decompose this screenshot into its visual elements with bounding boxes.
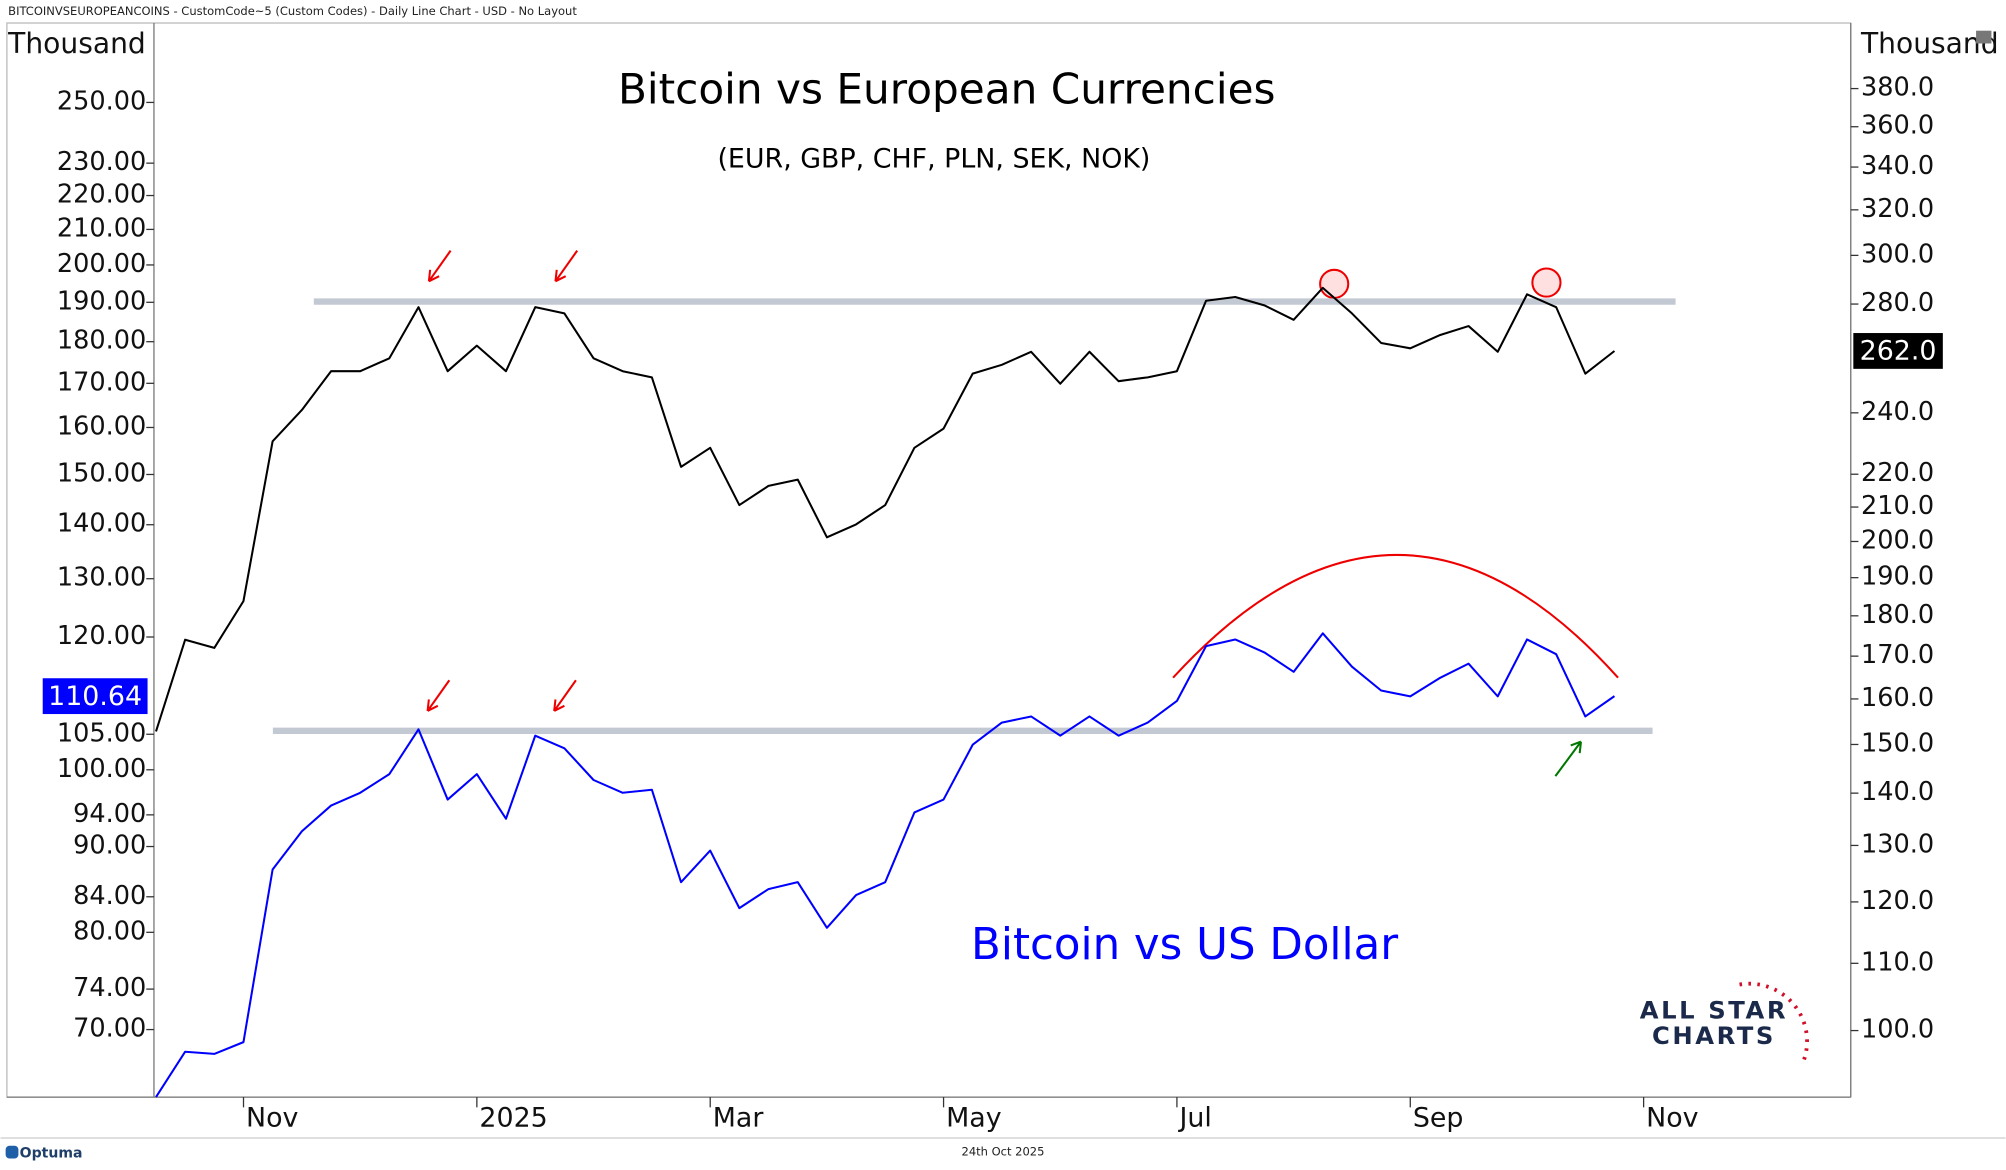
arc xyxy=(1172,554,1619,679)
y2-tick-label: 120.0 xyxy=(1861,886,1934,916)
x-tick-label: Mar xyxy=(713,1102,765,1133)
y-tick-label: 220.00 xyxy=(57,180,146,210)
y2-tick-label: 100.0 xyxy=(1861,1015,1934,1045)
y2-tick-label: 380.0 xyxy=(1861,73,1934,103)
y2-tick-label: 280.0 xyxy=(1861,288,1934,318)
logo-text: ALL STAR xyxy=(1640,995,1788,1024)
x-tick-label: Nov xyxy=(1646,1102,1699,1133)
brand-icon xyxy=(5,1145,19,1159)
y2-tick-label: 150.0 xyxy=(1861,728,1934,758)
x-tick-label: May xyxy=(946,1102,1002,1133)
arrow xyxy=(427,250,452,283)
brand: Optuma xyxy=(20,1145,83,1161)
y2-tick-label: 340.0 xyxy=(1861,151,1934,181)
lock-icon xyxy=(1976,30,1992,44)
logo-text: CHARTS xyxy=(1652,1021,1776,1050)
y2-tick-label: 160.0 xyxy=(1861,683,1934,713)
y2-tick-label: 110.0 xyxy=(1861,947,1934,977)
annotations xyxy=(426,250,1619,777)
y-tick-label: 180.00 xyxy=(57,326,146,356)
arrow xyxy=(1554,740,1582,777)
y2-tick-label: 180.0 xyxy=(1861,600,1934,630)
y-tick-label: 105.00 xyxy=(57,718,146,748)
y2-tick-label: 200.0 xyxy=(1861,525,1934,555)
chart-title: Bitcoin vs European Currencies xyxy=(618,65,1276,114)
y-tick-label: 140.00 xyxy=(57,509,146,539)
y-tick-label: 100.00 xyxy=(57,754,146,784)
y-tick-label: 94.00 xyxy=(73,799,146,829)
peak-circle xyxy=(1531,267,1562,298)
y-tick-label: 150.00 xyxy=(57,458,146,488)
y-tick-label: 70.00 xyxy=(73,1014,146,1044)
y-tick-label: 230.00 xyxy=(57,147,146,177)
y2-tick-label: 130.0 xyxy=(1861,829,1934,859)
peak-circle xyxy=(1319,268,1350,299)
arrow xyxy=(554,250,579,283)
y2-tick-label: 140.0 xyxy=(1861,777,1934,807)
series-line xyxy=(155,632,1616,1098)
y-tick-label: 90.00 xyxy=(73,831,146,861)
y2-tick-label: 320.0 xyxy=(1861,194,1934,224)
y-tick-label: 170.00 xyxy=(57,367,146,397)
y-tick-label: 210.00 xyxy=(57,213,146,243)
value-label-box xyxy=(1853,333,1943,369)
value-label: 262.0 xyxy=(1860,336,1937,367)
y-tick-label: 120.00 xyxy=(57,621,146,651)
x-tick-label: Sep xyxy=(1413,1102,1464,1133)
y-tick-label: 200.00 xyxy=(57,249,146,279)
y2-tick-label: 170.0 xyxy=(1861,640,1934,670)
y-tick-label: 250.00 xyxy=(57,86,146,116)
x-tick-label: 2025 xyxy=(479,1102,547,1133)
header: BITCOINVSEUROPEANCOINS - CustomCode~5 (C… xyxy=(8,4,577,18)
value-label: 110.64 xyxy=(48,681,142,712)
chart-subtitle: (EUR, GBP, CHF, PLN, SEK, NOK) xyxy=(717,143,1150,174)
y2-tick-label: 210.0 xyxy=(1861,491,1934,521)
y-tick-label: 190.00 xyxy=(57,286,146,316)
x-tick-label: Nov xyxy=(246,1102,299,1133)
series-annotation: Bitcoin vs US Dollar xyxy=(971,920,1398,970)
footer-date: 24th Oct 2025 xyxy=(962,1145,1045,1159)
y2-tick-label: 360.0 xyxy=(1861,111,1934,141)
y-tick-label: 80.00 xyxy=(73,916,146,946)
y-tick-label: 130.00 xyxy=(57,563,146,593)
y2-tick-label: 300.0 xyxy=(1861,239,1934,269)
y2-tick-label: 240.0 xyxy=(1861,397,1934,427)
y-axis-label: Thousand xyxy=(7,27,146,60)
value-label-box xyxy=(42,678,148,715)
arrow xyxy=(426,679,451,712)
x-tick-label: Jul xyxy=(1177,1102,1211,1133)
y2-axis-label: Thousand xyxy=(1860,27,1999,60)
y2-tick-label: 220.0 xyxy=(1861,458,1934,488)
y-tick-label: 160.00 xyxy=(57,411,146,441)
series-line xyxy=(155,286,1616,732)
y2-tick-label: 190.0 xyxy=(1861,562,1934,592)
y-tick-label: 74.00 xyxy=(73,973,146,1003)
logo: ALL STAR CHARTS xyxy=(1640,981,1809,1062)
arrow xyxy=(553,679,577,712)
y-tick-label: 84.00 xyxy=(73,881,146,911)
